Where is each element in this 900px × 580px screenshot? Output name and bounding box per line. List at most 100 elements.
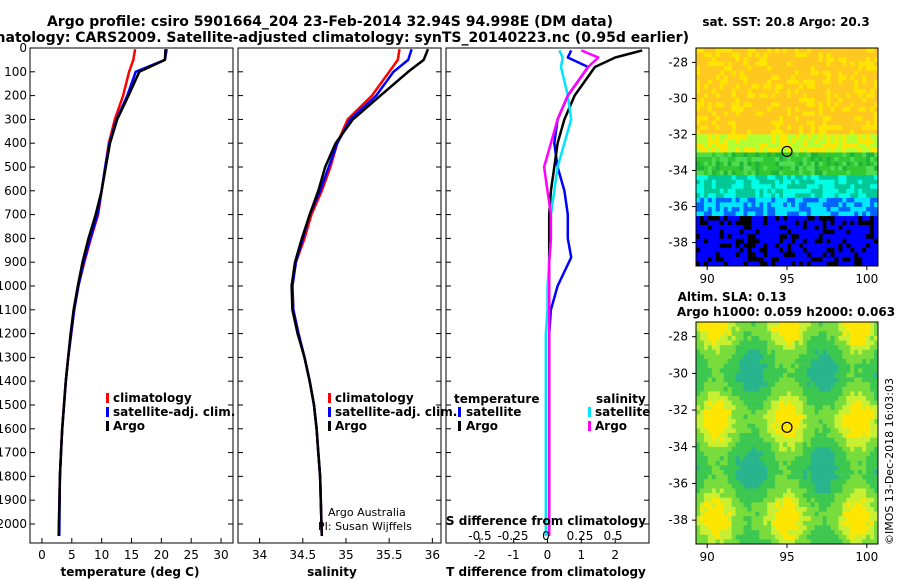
- map-cell: [862, 437, 867, 443]
- map-cell: [723, 147, 728, 153]
- map-cell: [810, 220, 815, 226]
- map-cell: [779, 520, 784, 526]
- map-cell: [763, 175, 768, 181]
- map-cell: [794, 202, 800, 208]
- map-cell: [783, 256, 788, 262]
- map-cell: [739, 460, 744, 466]
- map-cell: [751, 502, 756, 508]
- y-tick-label: 800: [4, 231, 27, 245]
- map-cell: [850, 229, 855, 235]
- map-cell: [874, 340, 879, 346]
- map-cell: [818, 479, 823, 485]
- map-cell: [850, 382, 855, 388]
- map-cell: [842, 193, 847, 199]
- map-cell: [767, 340, 772, 346]
- map-cell: [866, 175, 871, 181]
- map-cell: [806, 368, 812, 374]
- map-cell: [703, 516, 709, 522]
- map-cell: [739, 456, 744, 462]
- map-cell: [775, 386, 780, 392]
- map-cell: [767, 147, 772, 153]
- map-cell: [866, 377, 871, 383]
- map-cell: [874, 409, 879, 415]
- map-cell: [703, 428, 709, 434]
- map-cell: [711, 363, 717, 369]
- map-cell: [779, 179, 784, 185]
- map-cell: [723, 534, 728, 540]
- map-cell: [771, 256, 776, 262]
- map-cell: [731, 70, 736, 76]
- map-cell: [696, 322, 701, 327]
- map-cell: [755, 363, 760, 369]
- map-cell: [731, 161, 736, 167]
- map-cell: [711, 419, 717, 425]
- map-cell: [798, 216, 804, 221]
- map-cell: [759, 437, 764, 443]
- map-cell: [707, 220, 713, 226]
- map-cell: [850, 234, 855, 240]
- map-cell: [858, 234, 863, 240]
- map-cell: [755, 335, 760, 341]
- map-cell: [771, 497, 776, 503]
- map-cell: [771, 377, 776, 383]
- map-cell: [767, 359, 772, 364]
- map-cell: [779, 202, 784, 208]
- map-cell: [834, 363, 839, 369]
- map-cell: [874, 539, 879, 545]
- map-cell: [735, 428, 740, 434]
- map-cell: [874, 216, 879, 221]
- map-cell: [810, 120, 815, 126]
- map-cell: [806, 483, 812, 489]
- map-cell: [696, 502, 701, 508]
- map-cell: [790, 483, 796, 489]
- map-cell: [771, 488, 776, 494]
- map-cell: [779, 143, 784, 149]
- map-cell: [818, 470, 823, 475]
- map-cell: [759, 391, 764, 397]
- map-cell: [696, 256, 701, 262]
- map-cell: [818, 363, 823, 369]
- map-cell: [798, 460, 804, 466]
- map-cell: [834, 470, 839, 475]
- map-cell: [699, 493, 705, 499]
- map-cell: [707, 161, 713, 167]
- map-cell: [818, 243, 823, 249]
- map-cell: [731, 66, 736, 72]
- map-cell: [743, 396, 748, 401]
- difference-xlabel: T difference from climatology: [446, 565, 646, 579]
- map-cell: [775, 520, 780, 526]
- map-cell: [783, 349, 788, 355]
- map-cell: [699, 238, 705, 244]
- map-cell: [838, 322, 843, 327]
- map-cell: [818, 202, 823, 208]
- map-cell: [771, 507, 776, 512]
- map-cell: [751, 88, 756, 94]
- map-cell: [794, 48, 800, 53]
- map-cell: [802, 437, 808, 443]
- map-cell: [858, 525, 863, 531]
- map-cell: [826, 423, 831, 429]
- map-cell: [794, 520, 800, 526]
- map-cell: [755, 516, 760, 522]
- map-cell: [763, 493, 768, 499]
- map-cell: [866, 107, 871, 112]
- map-cell: [759, 460, 764, 466]
- map-cell: [834, 84, 839, 90]
- map-cell: [790, 243, 796, 249]
- temperature-xlabel: temperature (deg C): [61, 565, 200, 579]
- map-cell: [866, 511, 871, 517]
- map-cell: [858, 516, 863, 522]
- map-cell: [810, 530, 815, 536]
- map-cell: [719, 125, 724, 131]
- map-cell: [866, 247, 871, 253]
- map-cell: [830, 451, 835, 457]
- map-cell: [699, 419, 705, 425]
- map-cell: [842, 234, 847, 240]
- map-cell: [822, 433, 827, 438]
- map-cell: [794, 423, 800, 429]
- map-cell: [775, 442, 780, 448]
- map-cell: [767, 143, 772, 149]
- map-cell: [739, 437, 744, 443]
- map-cell: [775, 220, 780, 226]
- map-cell: [874, 349, 879, 355]
